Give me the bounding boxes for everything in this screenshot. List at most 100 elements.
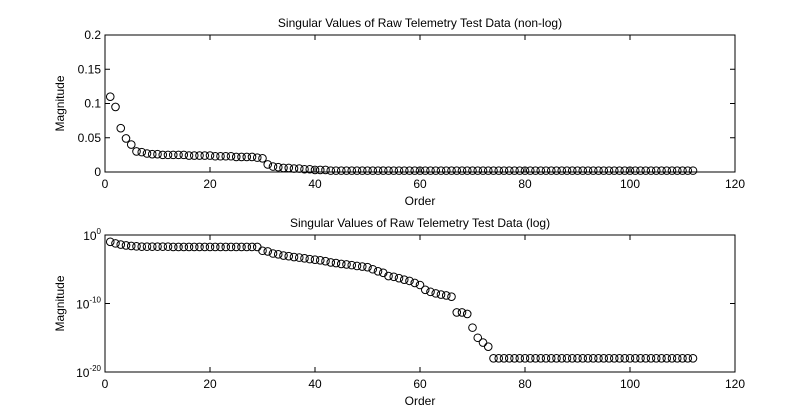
data-point [552, 166, 561, 175]
data-point [688, 354, 698, 363]
data-point [310, 255, 320, 264]
data-point [562, 166, 572, 175]
data-point [137, 147, 147, 157]
data-point [237, 152, 246, 162]
data-point [216, 151, 225, 161]
data-point [105, 237, 115, 247]
data-point [541, 354, 551, 363]
data-point [510, 354, 519, 363]
data-point [410, 166, 420, 175]
series-markers [105, 92, 698, 175]
data-point [599, 166, 609, 175]
data-point [326, 166, 336, 175]
data-point [441, 291, 451, 300]
data-point [426, 166, 435, 175]
data-point [226, 151, 236, 161]
data-point [305, 164, 315, 174]
data-point [210, 242, 220, 252]
data-point [641, 354, 651, 363]
data-point [415, 166, 425, 175]
y-tick-label: 10-20 [76, 364, 101, 380]
data-point [504, 354, 514, 363]
data-point [168, 242, 178, 252]
data-point [394, 273, 404, 283]
data-point [158, 150, 168, 160]
data-point [294, 164, 304, 173]
data-point [226, 242, 236, 252]
data-point [583, 354, 593, 363]
data-point [557, 166, 567, 175]
data-point [468, 166, 477, 175]
data-point [531, 166, 540, 175]
data-point [132, 242, 141, 251]
data-point [300, 253, 309, 263]
data-point [657, 354, 666, 363]
data-point [174, 150, 183, 160]
data-point [672, 166, 682, 175]
data-point [357, 166, 367, 175]
x-tick-label: 60 [413, 377, 427, 391]
y-tick-label-base: 10 [76, 298, 90, 312]
data-point [531, 354, 540, 363]
plot-area [104, 234, 736, 373]
data-point [153, 149, 162, 159]
data-point [620, 166, 630, 175]
x-tick-label: 120 [725, 377, 745, 391]
data-point [310, 165, 320, 175]
data-point [168, 150, 178, 160]
data-point [289, 164, 299, 173]
data-point [258, 154, 267, 163]
data-point [452, 166, 462, 175]
data-point [268, 162, 278, 171]
data-point [546, 354, 556, 363]
data-point [630, 354, 640, 363]
data-point [163, 242, 173, 251]
data-point [478, 338, 488, 347]
data-point [462, 309, 472, 319]
data-point [179, 150, 189, 160]
data-point [357, 262, 367, 271]
data-point [352, 261, 362, 271]
data-point [174, 242, 183, 252]
data-point [126, 241, 136, 251]
data-point [420, 166, 430, 175]
data-point [651, 166, 661, 175]
y-tick-label-exponent: -10 [89, 296, 101, 305]
data-point [667, 166, 677, 175]
data-point [373, 166, 383, 175]
data-point [237, 242, 246, 252]
data-point [489, 354, 498, 363]
y-tick-label: 10-10 [76, 296, 101, 312]
data-point [216, 242, 225, 252]
data-point [352, 166, 362, 175]
data-point [557, 354, 567, 363]
x-tick-label: 40 [308, 377, 322, 391]
data-point [625, 166, 635, 175]
data-point [431, 289, 441, 298]
data-point [126, 140, 136, 149]
x-tick-label: 80 [518, 177, 532, 191]
data-point [426, 287, 435, 297]
data-point [494, 354, 504, 363]
x-tick-label: 40 [308, 177, 322, 191]
data-point [578, 166, 588, 175]
data-point [153, 242, 162, 251]
data-point [242, 242, 252, 252]
y-tick-label: 0.1 [84, 97, 101, 111]
data-point [205, 242, 215, 252]
x-tick-label: 20 [203, 377, 217, 391]
data-point [504, 166, 514, 175]
data-point [294, 253, 304, 262]
data-point [646, 354, 656, 363]
data-point [562, 354, 572, 363]
data-point [667, 354, 677, 363]
data-point [515, 354, 525, 363]
data-point [221, 151, 231, 161]
data-point [410, 278, 420, 288]
data-point [315, 256, 325, 265]
data-point [158, 242, 168, 251]
data-point [651, 354, 661, 363]
data-point [273, 250, 283, 259]
data-point [573, 166, 582, 175]
y-tick-label: 0.2 [84, 28, 101, 42]
